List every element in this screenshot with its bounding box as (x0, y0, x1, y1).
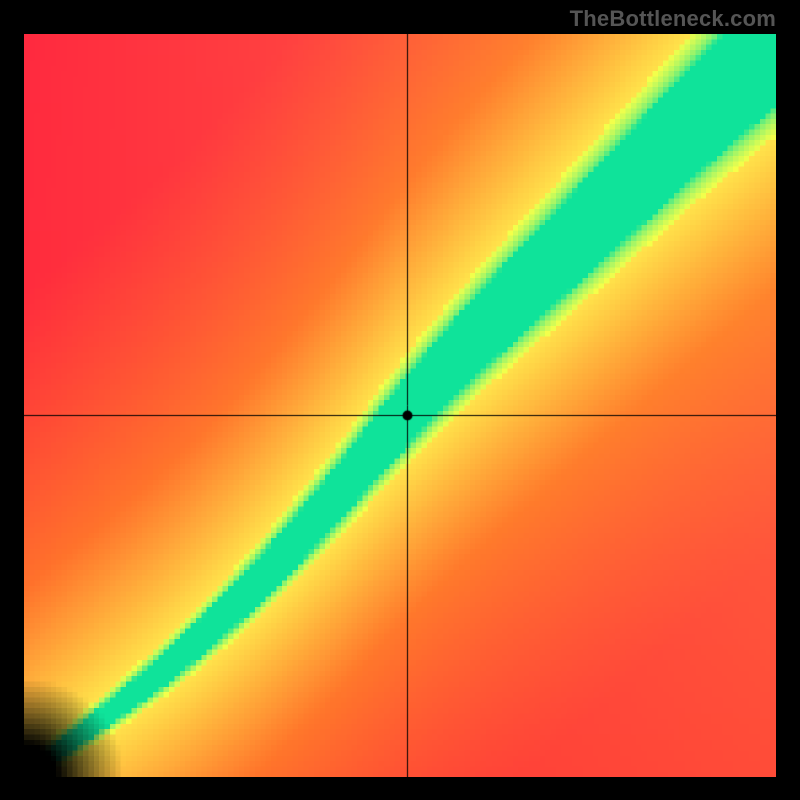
bottleneck-heatmap (24, 34, 776, 777)
chart-container: { "watermark": { "text": "TheBottleneck.… (0, 0, 800, 800)
watermark-text: TheBottleneck.com (570, 6, 776, 32)
